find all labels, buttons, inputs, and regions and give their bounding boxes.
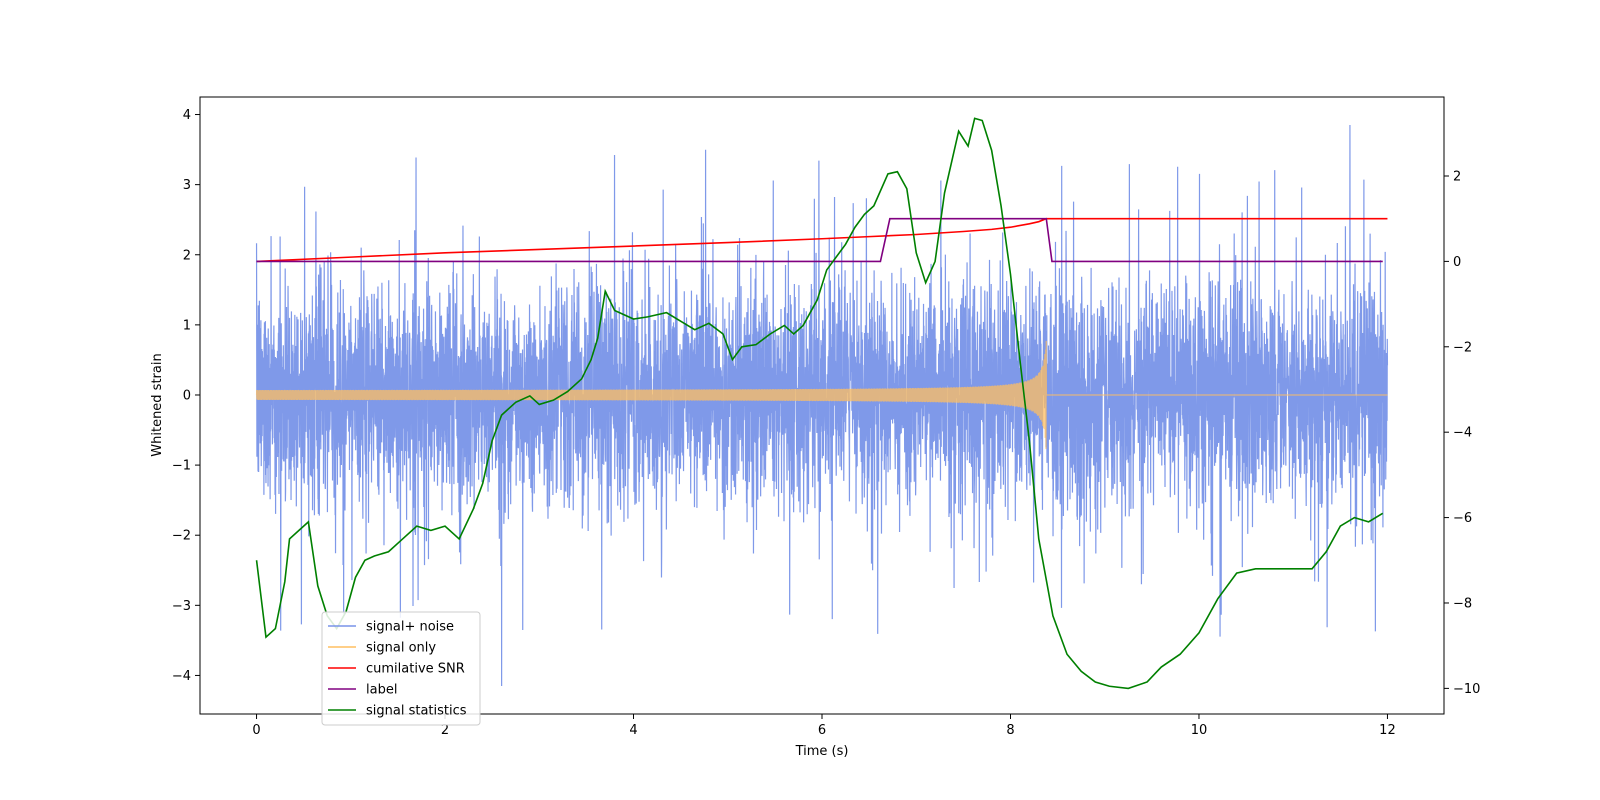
legend-label: cumilative SNR	[366, 662, 465, 677]
x-tick-label: 0	[252, 723, 260, 738]
legend-label: signal only	[366, 641, 436, 656]
y2-tick-label: −4	[1453, 426, 1472, 441]
y-tick-label: 2	[183, 248, 191, 263]
legend: signal+ noise signal only cumilative SNR la…	[321, 611, 481, 726]
y-tick-label: 3	[183, 178, 191, 193]
x-tick-label: 12	[1379, 723, 1396, 738]
y2-tick-label: 0	[1453, 255, 1461, 270]
x-axis-label: Time (s)	[795, 744, 849, 759]
series-signal-noise	[255, 125, 1389, 686]
x-tick-label: 10	[1191, 723, 1208, 738]
y-tick-label: 4	[183, 108, 191, 123]
y-tick-label: 1	[183, 318, 191, 333]
y-axis-label: Whitened strain	[150, 353, 165, 456]
plot-area	[255, 117, 1389, 690]
legend-label: label	[366, 683, 397, 698]
y-axis-left: −4 −3 −2 −1 0 1 2 3 4	[172, 108, 200, 684]
y-tick-label: −1	[172, 459, 191, 474]
y2-tick-label: −6	[1453, 511, 1472, 526]
x-tick-label: 4	[629, 723, 637, 738]
series-cumilative-snr	[256, 217, 1388, 263]
series-label	[256, 217, 1383, 263]
legend-label: signal statistics	[366, 704, 467, 719]
y2-tick-label: −2	[1453, 340, 1472, 355]
y2-tick-label: −10	[1453, 682, 1480, 697]
x-tick-label: 2	[441, 723, 449, 738]
series-signal-only	[255, 341, 1388, 450]
x-tick-label: 8	[1006, 723, 1014, 738]
y2-tick-label: 2	[1453, 169, 1461, 184]
y-tick-label: −3	[172, 599, 191, 614]
y-tick-label: −4	[172, 669, 191, 684]
series-signal-statistics	[255, 117, 1384, 690]
x-tick-label: 6	[818, 723, 826, 738]
y-tick-label: −2	[172, 529, 191, 544]
legend-box	[321, 611, 481, 726]
y-tick-label: 0	[183, 388, 191, 403]
legend-label: signal+ noise	[366, 620, 454, 635]
y-axis-right: −10 −8 −6 −4 −2 0 2	[1444, 169, 1480, 697]
y2-tick-label: −8	[1453, 596, 1472, 611]
